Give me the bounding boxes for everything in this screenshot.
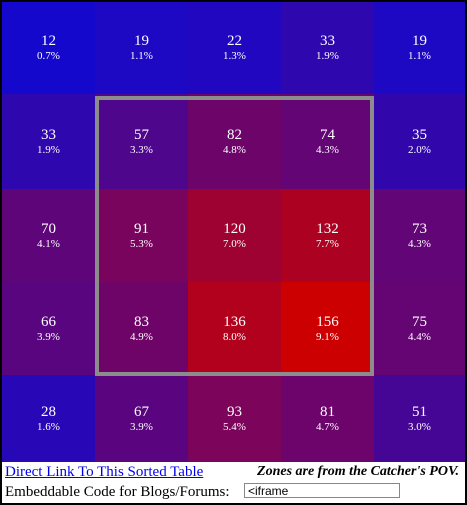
zone-count: 75 xyxy=(412,313,427,330)
zone-count: 57 xyxy=(134,126,149,143)
zone-cell: 74 4.3% xyxy=(281,94,374,189)
zone-cell: 67 3.9% xyxy=(95,375,188,462)
zone-cell: 83 4.9% xyxy=(95,282,188,375)
zone-count: 12 xyxy=(41,33,56,49)
zone-count: 33 xyxy=(320,33,335,49)
zone-percent: 1.9% xyxy=(37,143,60,156)
strike-zone-box xyxy=(95,96,374,376)
zone-percent: 9.1% xyxy=(316,330,339,343)
zone-cell: 73 4.3% xyxy=(374,189,465,282)
direct-link[interactable]: Direct Link To This Sorted Table xyxy=(5,464,204,480)
zone-cell: 33 1.9% xyxy=(281,2,374,94)
embed-code-input[interactable]: <iframe xyxy=(244,483,400,498)
zone-count: 132 xyxy=(316,220,339,237)
zone-percent: 4.3% xyxy=(316,143,339,156)
zone-count: 35 xyxy=(412,126,427,143)
zone-count: 33 xyxy=(41,126,56,143)
zone-percent: 1.1% xyxy=(130,50,153,62)
zone-percent: 1.1% xyxy=(408,50,431,62)
zone-count: 81 xyxy=(320,403,335,420)
zone-count: 19 xyxy=(134,33,149,49)
zone-count: 83 xyxy=(134,313,149,330)
zone-cell: 136 8.0% xyxy=(188,282,281,375)
zone-percent: 1.3% xyxy=(223,50,246,62)
zone-cell: 75 4.4% xyxy=(374,282,465,375)
zone-cell: 156 9.1% xyxy=(281,282,374,375)
zone-percent: 4.3% xyxy=(408,237,431,250)
zone-count: 93 xyxy=(227,403,242,420)
zone-percent: 4.9% xyxy=(130,330,153,343)
zone-cell: 82 4.8% xyxy=(188,94,281,189)
zone-percent: 1.6% xyxy=(37,420,60,433)
zone-percent: 4.8% xyxy=(223,143,246,156)
zone-percent: 4.7% xyxy=(316,420,339,433)
zone-grid: 12 0.7% 19 1.1% 22 1.3% 33 1.9% 19 1.1% 33 1.9% 57 3.… xyxy=(2,2,465,462)
zone-count: 67 xyxy=(134,403,149,420)
zone-percent: 3.0% xyxy=(408,420,431,433)
zone-cell: 22 1.3% xyxy=(188,2,281,94)
zone-count: 91 xyxy=(134,220,149,237)
zone-percent: 7.7% xyxy=(316,237,339,250)
zone-cell: 19 1.1% xyxy=(374,2,465,94)
pov-note: Zones are from the Catcher's POV. xyxy=(257,464,459,479)
zone-cell: 93 5.4% xyxy=(188,375,281,462)
zone-percent: 4.4% xyxy=(408,330,431,343)
zone-cell: 70 4.1% xyxy=(2,189,95,282)
zone-count: 70 xyxy=(41,220,56,237)
zone-count: 74 xyxy=(320,126,335,143)
zone-percent: 7.0% xyxy=(223,237,246,250)
zone-percent: 8.0% xyxy=(223,330,246,343)
zone-cell: 57 3.3% xyxy=(95,94,188,189)
embed-label: Embeddable Code for Blogs/Forums: xyxy=(5,484,230,500)
zone-percent: 5.3% xyxy=(130,237,153,250)
zone-cell: 132 7.7% xyxy=(281,189,374,282)
zone-count: 156 xyxy=(316,313,339,330)
zone-percent: 5.4% xyxy=(223,420,246,433)
zone-cell: 19 1.1% xyxy=(95,2,188,94)
zone-count: 136 xyxy=(223,313,246,330)
zone-percent: 2.0% xyxy=(408,143,431,156)
zone-cell: 35 2.0% xyxy=(374,94,465,189)
zone-percent: 3.3% xyxy=(130,143,153,156)
zone-percent: 1.9% xyxy=(316,50,339,62)
zone-count: 120 xyxy=(223,220,246,237)
zone-percent: 0.7% xyxy=(37,50,60,62)
zone-count: 73 xyxy=(412,220,427,237)
zone-percent: 4.1% xyxy=(37,237,60,250)
zone-count: 28 xyxy=(41,403,56,420)
zone-percent: 3.9% xyxy=(37,330,60,343)
zone-count: 66 xyxy=(41,313,56,330)
zone-cell: 120 7.0% xyxy=(188,189,281,282)
zone-cell: 33 1.9% xyxy=(2,94,95,189)
zone-count: 19 xyxy=(412,33,427,49)
zone-count: 22 xyxy=(227,33,242,49)
zone-cell: 91 5.3% xyxy=(95,189,188,282)
zone-cell: 51 3.0% xyxy=(374,375,465,462)
zone-percent: 3.9% xyxy=(130,420,153,433)
zone-count: 82 xyxy=(227,126,242,143)
zone-cell: 66 3.9% xyxy=(2,282,95,375)
footer: Direct Link To This Sorted Table Zones a… xyxy=(2,462,465,503)
zone-cell: 12 0.7% xyxy=(2,2,95,94)
zone-count: 51 xyxy=(412,403,427,420)
zone-cell: 81 4.7% xyxy=(281,375,374,462)
zone-cell: 28 1.6% xyxy=(2,375,95,462)
